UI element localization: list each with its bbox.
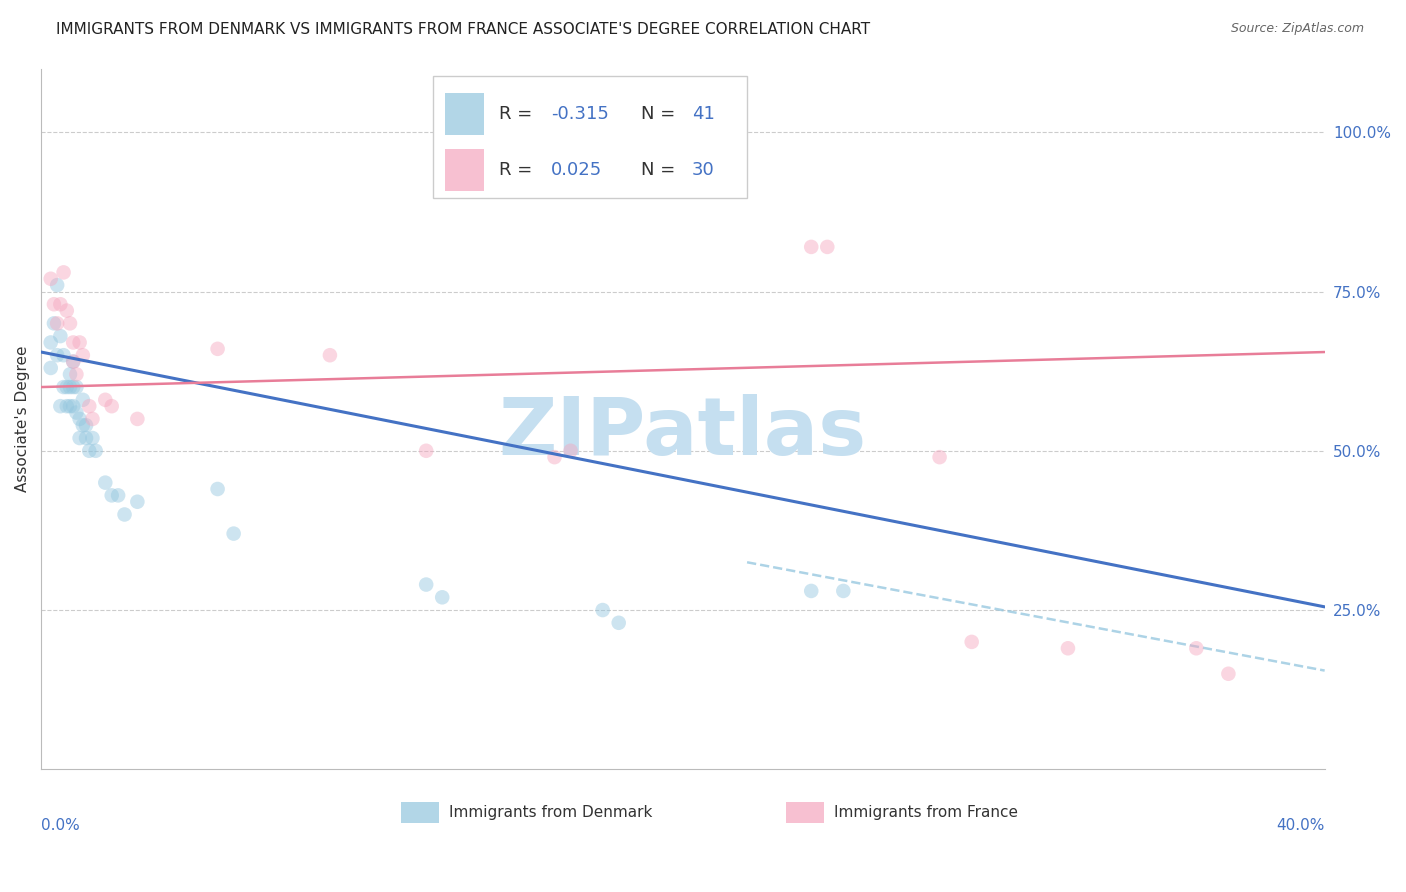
Point [55, 380, 77, 394]
Point [222, 526, 245, 541]
Point [59, 399, 82, 413]
Text: ZIPatlas: ZIPatlas [499, 394, 868, 472]
Point [82, 431, 104, 445]
Point [1185, 641, 1208, 656]
Point [77, 399, 100, 413]
FancyBboxPatch shape [786, 802, 824, 823]
Point [72, 348, 94, 362]
Point [52, 265, 75, 279]
Point [62, 399, 84, 413]
Text: 40.0%: 40.0% [1277, 818, 1324, 833]
Point [49, 399, 72, 413]
Point [55, 303, 77, 318]
Point [543, 450, 565, 464]
Text: -0.315: -0.315 [551, 105, 609, 123]
Point [815, 240, 838, 254]
Point [82, 412, 104, 426]
Point [65, 405, 87, 419]
Point [960, 635, 983, 649]
Point [62, 380, 84, 394]
Point [46, 278, 69, 293]
Point [560, 443, 582, 458]
Text: Source: ZipAtlas.com: Source: ZipAtlas.com [1230, 22, 1364, 36]
Text: 41: 41 [692, 105, 714, 123]
FancyBboxPatch shape [433, 76, 747, 198]
Point [59, 317, 82, 331]
Point [39, 272, 62, 286]
Point [94, 475, 117, 490]
Point [928, 450, 950, 464]
Point [49, 329, 72, 343]
Point [62, 335, 84, 350]
Point [72, 392, 94, 407]
Text: Immigrants from France: Immigrants from France [834, 805, 1018, 821]
Point [207, 482, 229, 496]
Point [62, 354, 84, 368]
Text: R =: R = [499, 161, 538, 179]
Point [800, 240, 823, 254]
Point [46, 348, 69, 362]
Point [107, 488, 129, 502]
Point [319, 348, 342, 362]
Point [127, 494, 149, 508]
Point [39, 361, 62, 376]
Point [52, 380, 75, 394]
Point [1218, 666, 1240, 681]
Point [607, 615, 630, 630]
Text: 30: 30 [692, 161, 714, 179]
Text: N =: N = [641, 105, 681, 123]
Point [52, 348, 75, 362]
Point [75, 431, 97, 445]
Point [69, 335, 91, 350]
Point [100, 399, 122, 413]
Point [415, 443, 437, 458]
Point [592, 603, 614, 617]
Point [59, 380, 82, 394]
FancyBboxPatch shape [446, 149, 484, 191]
Point [65, 368, 87, 382]
Point [59, 368, 82, 382]
Text: N =: N = [641, 161, 681, 179]
Point [415, 577, 437, 591]
Text: Immigrants from Denmark: Immigrants from Denmark [450, 805, 652, 821]
Point [46, 317, 69, 331]
Point [84, 443, 107, 458]
Point [100, 488, 122, 502]
Point [1057, 641, 1080, 656]
Point [75, 418, 97, 433]
Point [39, 335, 62, 350]
Point [832, 583, 855, 598]
Text: IMMIGRANTS FROM DENMARK VS IMMIGRANTS FROM FRANCE ASSOCIATE'S DEGREE CORRELATION: IMMIGRANTS FROM DENMARK VS IMMIGRANTS FR… [56, 22, 870, 37]
Point [127, 412, 149, 426]
Point [432, 591, 454, 605]
Text: R =: R = [499, 105, 538, 123]
Point [114, 508, 136, 522]
Text: 0.025: 0.025 [551, 161, 602, 179]
Point [42, 297, 65, 311]
Point [77, 443, 100, 458]
Point [55, 399, 77, 413]
Y-axis label: Associate's Degree: Associate's Degree [15, 346, 30, 492]
Point [69, 412, 91, 426]
FancyBboxPatch shape [401, 802, 439, 823]
Point [207, 342, 229, 356]
Point [72, 418, 94, 433]
Text: 0.0%: 0.0% [41, 818, 80, 833]
Point [65, 380, 87, 394]
Point [69, 431, 91, 445]
Point [49, 297, 72, 311]
Point [94, 392, 117, 407]
Point [800, 583, 823, 598]
Point [62, 354, 84, 368]
Point [42, 317, 65, 331]
FancyBboxPatch shape [446, 93, 484, 135]
